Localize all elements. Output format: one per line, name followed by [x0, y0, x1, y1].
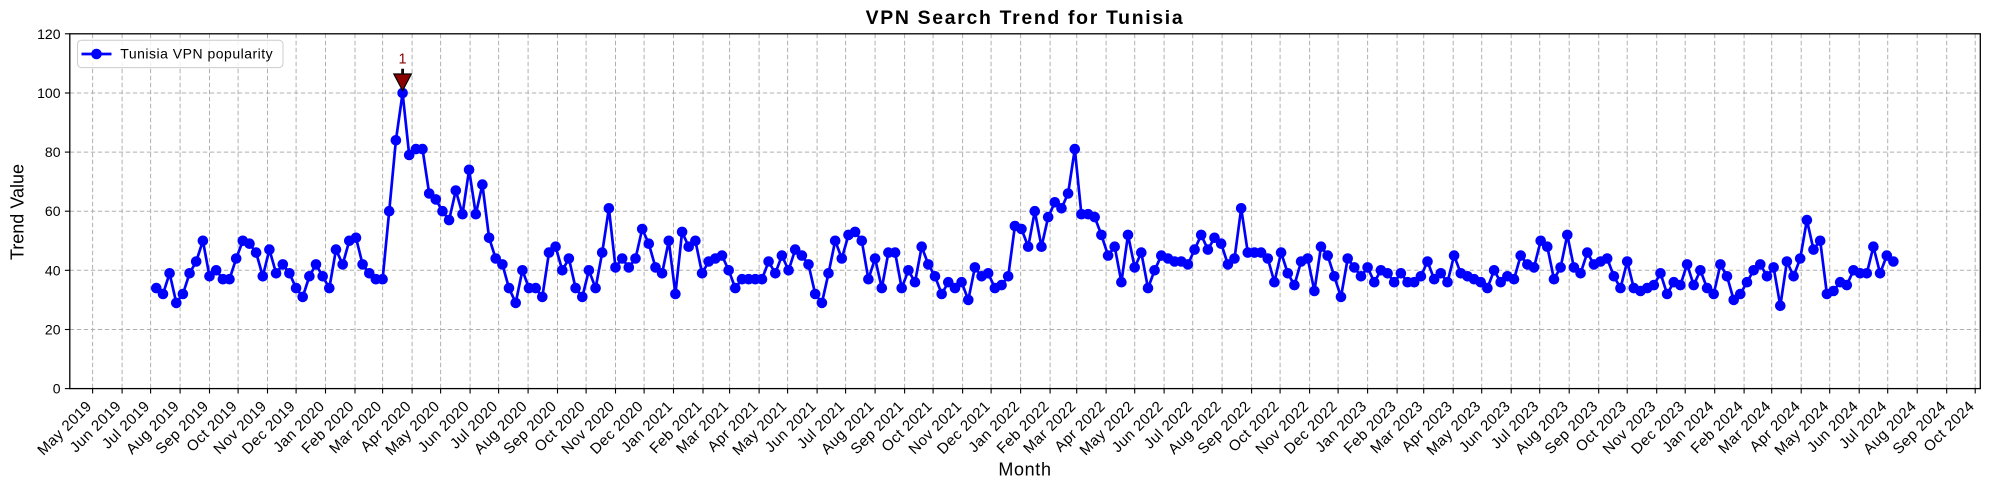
svg-text:120: 120	[37, 26, 61, 42]
svg-text:VPN Search Trend for Tunisia: VPN Search Trend for Tunisia	[866, 7, 1185, 29]
svg-text:0: 0	[53, 381, 61, 397]
svg-text:Trend Value: Trend Value	[7, 164, 27, 260]
svg-text:Month: Month	[998, 460, 1051, 480]
svg-text:100: 100	[37, 85, 61, 101]
svg-text:60: 60	[45, 203, 61, 219]
svg-text:Tunisia VPN popularity: Tunisia VPN popularity	[120, 46, 273, 62]
svg-text:20: 20	[45, 322, 61, 338]
svg-text:80: 80	[45, 144, 61, 160]
svg-text:1: 1	[399, 51, 407, 67]
svg-text:40: 40	[45, 262, 61, 278]
